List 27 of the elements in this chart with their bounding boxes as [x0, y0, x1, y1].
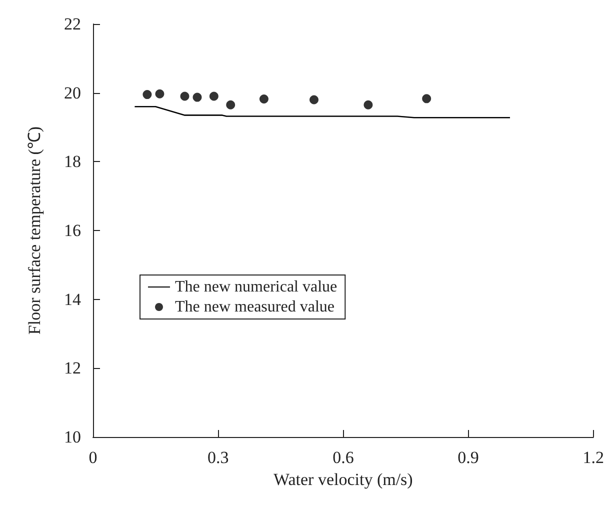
x-axis-title: Water velocity (m/s) — [274, 470, 413, 489]
y-tick-label: 18 — [64, 152, 81, 172]
point — [422, 94, 432, 104]
y-tick-label: 20 — [64, 83, 81, 102]
legend-label: The new measured value — [175, 298, 334, 316]
y-tick-label: 22 — [64, 14, 81, 34]
x-tick-label: 0.9 — [458, 448, 479, 467]
point — [226, 100, 236, 110]
legend-label: The new numerical value — [175, 278, 338, 296]
point — [364, 100, 373, 110]
line-series — [134, 106, 511, 118]
x-tick-label: 1.2 — [582, 448, 604, 467]
x-tick-label: 0 — [88, 448, 98, 467]
y-tick-label: 14 — [64, 290, 82, 309]
y-tick-label: 12 — [64, 358, 81, 378]
point — [209, 92, 218, 101]
y-axis-title: Floor surface temperature (℃) — [25, 126, 44, 335]
y-tick-label: 16 — [64, 221, 81, 240]
point — [192, 92, 202, 102]
x-tick-label: 0.3 — [207, 448, 229, 467]
y-tick-label: 10 — [64, 428, 81, 446]
point — [142, 90, 152, 100]
point — [180, 92, 190, 101]
point — [259, 94, 268, 104]
x-tick-label: 0.6 — [332, 448, 354, 467]
point — [155, 89, 164, 98]
point — [310, 95, 318, 104]
